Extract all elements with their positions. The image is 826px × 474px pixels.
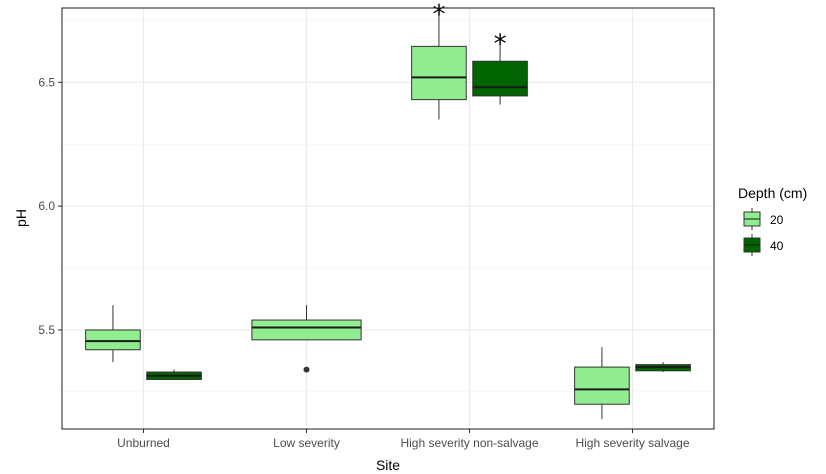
box-iqr [85,329,141,351]
box-iqr [411,45,467,101]
y-tick-label: 6.5 [38,75,55,89]
box-20 [411,12,467,120]
x-axis: Unburned Low severity High severity non-sa… [117,429,690,450]
significance-marker: * [432,0,445,30]
plot-panel-border [61,7,715,430]
box-40 [472,42,528,105]
y-tick-label: 6.0 [38,199,55,213]
y-axis: 5.5 6.0 6.5 [38,75,62,337]
y-axis-title: pH [13,209,29,227]
x-tick-label: High severity non-salvage [400,436,538,450]
grid-major [62,8,714,429]
x-tick-label: Unburned [117,436,170,450]
x-tick-label: Low severity [273,436,340,450]
legend-title: Depth (cm) [738,185,807,201]
legend-key-20: 20 [743,208,784,230]
box-20 [85,305,141,363]
legend-key-40: 40 [743,234,784,256]
legend-label: 40 [770,239,784,253]
x-axis-title: Site [376,457,400,473]
x-tick-label: High severity salvage [575,436,689,450]
legend-label: 20 [770,213,784,227]
y-tick-label: 5.5 [38,323,55,337]
box-20 [574,347,630,420]
box-iqr [574,366,630,405]
box-iqr [251,319,362,341]
box-40 [635,362,691,373]
significance-marker: * [494,30,507,60]
box-40 [146,369,202,380]
outlier-point [303,366,310,373]
box-20 [251,305,362,373]
box-iqr [472,60,528,97]
boxes-layer [85,12,691,420]
plot-panel-background [62,8,714,429]
